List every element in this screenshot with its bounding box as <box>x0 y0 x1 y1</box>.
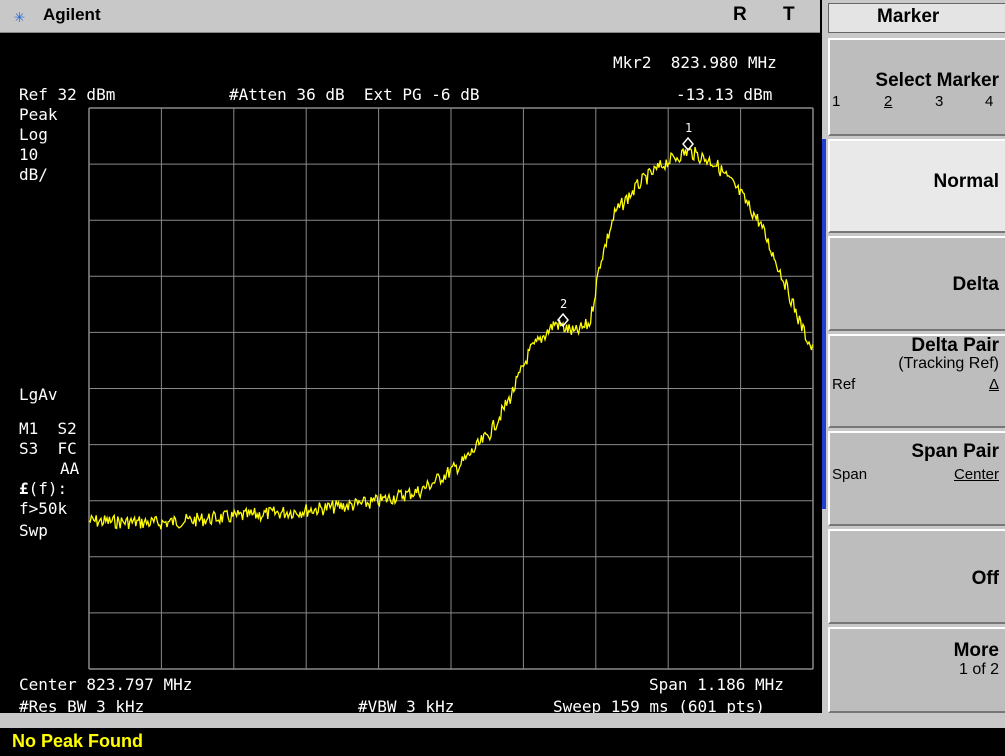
marker-option-1: 1 <box>832 93 841 110</box>
remote-indicator: R <box>733 4 747 25</box>
delta-pair-ref-option: Ref <box>832 376 856 393</box>
freq-condition-label: f>50k <box>19 499 68 518</box>
marker-2: 2 <box>557 297 569 328</box>
scale-unit-label: dB/ <box>19 165 48 184</box>
select-marker-key[interactable]: Select Marker 1 2 3 4 <box>828 38 1005 136</box>
agilent-spark-icon: ✳ <box>14 6 25 27</box>
span-label: Span 1.186 MHz <box>649 675 784 694</box>
span-pair-label: Span Pair <box>911 441 999 462</box>
more-key[interactable]: More 1 of 2 <box>828 627 1005 713</box>
center-frequency-label: Center 823.797 MHz <box>19 675 193 694</box>
brand-label: Agilent <box>43 5 101 24</box>
marker-option-3: 3 <box>935 93 944 110</box>
scale-value-label: 10 <box>19 145 39 164</box>
delta-key[interactable]: Delta <box>828 236 1005 331</box>
normal-key[interactable]: Normal <box>828 139 1005 233</box>
marker-1: 1 <box>682 121 694 152</box>
marker-option-2: 2 <box>884 93 893 110</box>
vbw-label: #VBW 3 kHz <box>358 697 455 716</box>
trigger-text: (f): <box>28 479 68 498</box>
attenuation-label: #Atten 36 dB Ext PG -6 dB <box>229 85 480 104</box>
spectrum-trace <box>88 146 814 530</box>
marker-frequency-readout: Mkr2 823.980 MHz <box>613 53 777 72</box>
trigger-symbol: £ <box>19 479 29 498</box>
average-type-label: LgAv <box>19 385 58 404</box>
screen-separator <box>0 713 1005 728</box>
more-label: More <box>953 640 999 661</box>
sweep-label: Swp <box>19 521 48 540</box>
status-message: No Peak Found <box>12 731 144 751</box>
trigger-label: £(f): <box>19 480 67 498</box>
sweep-time-label: Sweep 159 ms (601 pts) <box>553 697 765 716</box>
softkey-panel: Marker Select Marker 1 2 3 4 Normal Delt… <box>822 0 1005 713</box>
graticule <box>88 107 814 670</box>
marker-2-label: 2 <box>560 297 567 311</box>
menu-title-label: Marker <box>877 6 940 27</box>
spectrum-display: Mkr2 823.980 MHz Ref 32 dBm #Atten 36 dB… <box>0 33 820 716</box>
span-pair-center-option: Center <box>953 466 999 483</box>
marker-amplitude-readout: -13.13 dBm <box>676 85 773 104</box>
instrument-title-bar: ✳ Agilent R T <box>0 0 820 33</box>
status-bar: No Peak Found <box>0 728 1005 756</box>
ref-level-label: Ref 32 dBm <box>19 85 116 104</box>
marker-status-line2: S3 FC <box>19 439 77 458</box>
menu-title: Marker <box>828 3 1005 33</box>
marker-status-line1: M1 S2 <box>19 419 77 438</box>
delta-pair-key[interactable]: Delta Pair (Tracking Ref) Ref Δ <box>828 334 1005 428</box>
res-bw-label: #Res BW 3 kHz <box>19 697 145 716</box>
delta-label: Delta <box>952 274 999 295</box>
delta-pair-label: Delta Pair <box>911 335 999 356</box>
marker-option-4: 4 <box>985 93 994 110</box>
delta-pair-delta-option: Δ <box>988 376 999 393</box>
more-page-indicator: 1 of 2 <box>958 661 999 678</box>
marker-1-diamond-icon <box>682 136 694 152</box>
span-pair-span-option: Span <box>832 466 868 483</box>
detector-label: Peak <box>19 105 58 124</box>
select-marker-label: Select Marker <box>875 70 999 91</box>
normal-label: Normal <box>933 171 999 192</box>
off-key[interactable]: Off <box>828 529 1005 624</box>
scale-type-label: Log <box>19 125 48 144</box>
active-key-bracket <box>822 139 826 509</box>
marker-2-diamond-icon <box>557 312 569 328</box>
marker-status-line3: AA <box>60 459 80 478</box>
off-label: Off <box>971 568 999 589</box>
talk-indicator: T <box>783 4 795 25</box>
marker-1-label: 1 <box>685 121 692 135</box>
delta-pair-sublabel: (Tracking Ref) <box>898 355 999 372</box>
spectrum-plot: 1 2 <box>88 107 814 670</box>
span-pair-key[interactable]: Span Pair Span Center <box>828 431 1005 526</box>
